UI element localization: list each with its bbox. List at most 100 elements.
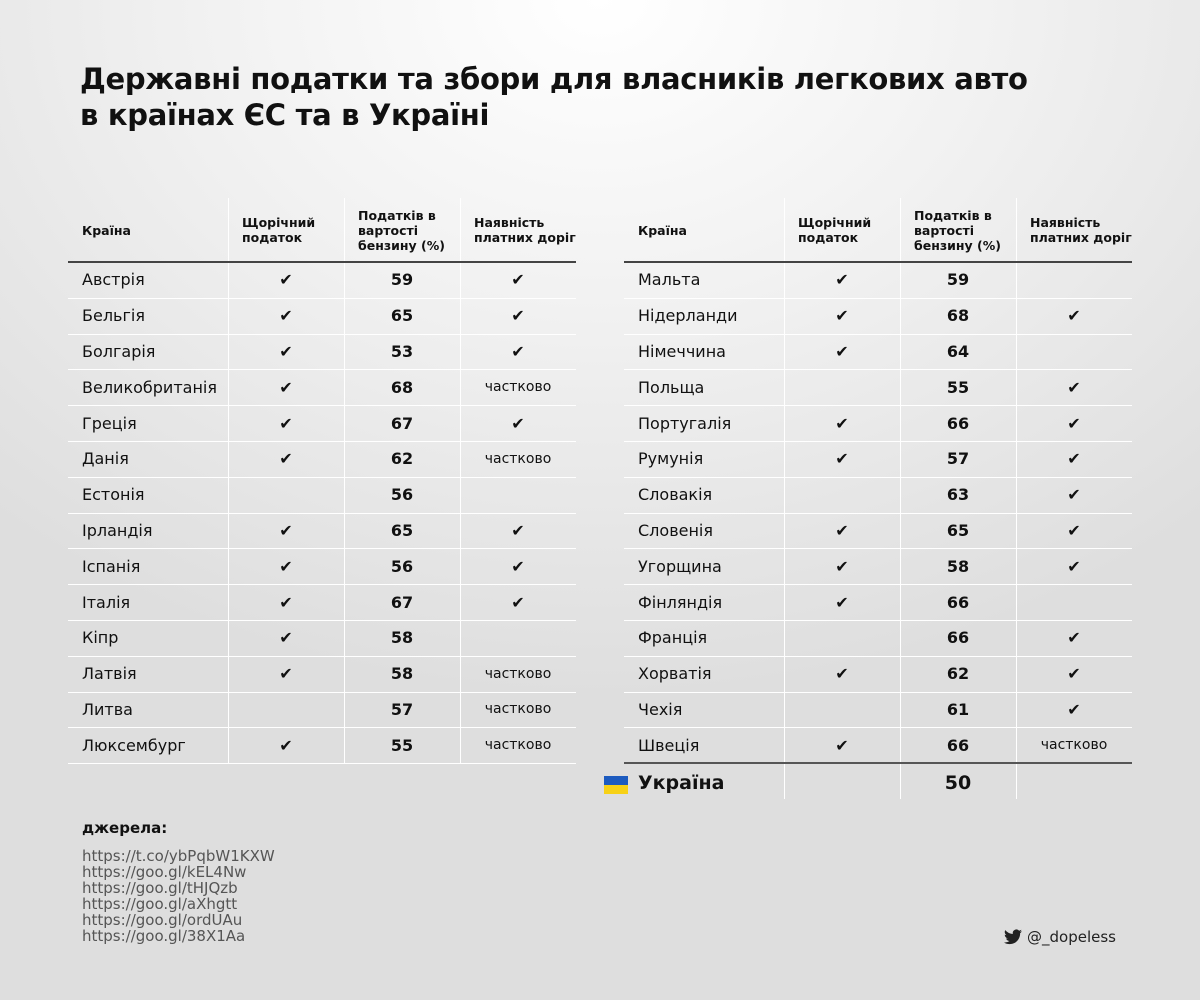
table-cell: 55	[946, 377, 970, 397]
table-cell: ✔	[279, 377, 293, 397]
table-cell: ✔	[1067, 377, 1081, 397]
table-cell: 65	[946, 520, 970, 540]
row-rule	[68, 512, 576, 514]
table-cell: ✔	[1067, 556, 1081, 576]
source-link: https://goo.gl/38X1Aa	[82, 927, 246, 945]
row-rule	[68, 727, 576, 729]
table-cell: ✔	[835, 556, 849, 576]
table-cell: ✔	[511, 592, 525, 612]
table-cell: 65	[390, 306, 414, 326]
source-link: https://goo.gl/kEL4Nw	[82, 863, 247, 881]
table-cell: Швеція	[638, 735, 700, 755]
table-cell: Нідерланди	[638, 306, 738, 326]
row-rule	[624, 548, 1132, 550]
row-rule	[68, 691, 576, 693]
footer-rule	[624, 762, 1132, 765]
table-cell: частково	[484, 737, 552, 754]
table-cell: частково	[484, 450, 552, 467]
ukraine-flag	[604, 776, 628, 794]
row-rule	[624, 405, 1132, 407]
row-rule	[624, 369, 1132, 371]
twitter-icon	[1004, 929, 1022, 945]
table-cell: ✔	[511, 341, 525, 361]
table-cell: ✔	[835, 592, 849, 612]
table-cell: ✔	[511, 306, 525, 326]
table-cell: ✔	[279, 520, 293, 540]
table-cell: ✔	[1067, 413, 1081, 433]
table-cell: ✔	[511, 520, 525, 540]
table-cell: Данія	[82, 449, 129, 469]
table-cell: 53	[390, 341, 414, 361]
table-cell: 67	[390, 413, 414, 433]
table-cell: 59	[390, 270, 414, 290]
row-rule	[68, 369, 576, 371]
column-header: Наявність платних доріг	[474, 215, 576, 245]
table-cell: 63	[946, 485, 970, 505]
column-separator	[900, 198, 901, 799]
table-cell: Німеччина	[638, 341, 726, 361]
table-cell: ✔	[835, 449, 849, 469]
row-rule	[624, 727, 1132, 729]
table-cell: 55	[390, 735, 414, 755]
table-cell: ✔	[1067, 485, 1081, 505]
header-rule	[624, 261, 1132, 263]
source-link: https://goo.gl/aXhgtt	[82, 895, 238, 913]
column-header: Податків в вартості бензину (%)	[358, 207, 445, 253]
table-cell: Греція	[82, 413, 137, 433]
table-cell: ✔	[835, 341, 849, 361]
row-rule	[624, 441, 1132, 442]
table-cell: 58	[390, 664, 414, 684]
row-rule	[624, 620, 1132, 621]
row-rule	[624, 584, 1132, 586]
row-rule	[68, 405, 576, 407]
table-cell: Латвія	[82, 664, 137, 684]
table-cell: ✔	[511, 270, 525, 290]
column-header: Наявність платних доріг	[1030, 215, 1132, 245]
column-separator	[1016, 198, 1017, 799]
table-cell: ✔	[279, 735, 293, 755]
row-rule	[68, 584, 576, 586]
table-cell: Литва	[82, 699, 133, 719]
table-cell: частково	[484, 701, 552, 718]
table-cell: ✔	[1067, 699, 1081, 719]
table-cell: 68	[390, 377, 414, 397]
table-cell: ✔	[1067, 449, 1081, 469]
table-cell: ✔	[279, 270, 293, 290]
table-cell: ✔	[279, 628, 293, 648]
column-header: Країна	[638, 222, 687, 238]
credit: @_dopeless	[1027, 928, 1116, 946]
row-rule	[68, 763, 576, 765]
row-rule	[68, 476, 576, 478]
footer-cell: Україна	[638, 772, 725, 795]
table-cell: частково	[484, 665, 552, 682]
table-cell: 57	[946, 449, 970, 469]
table-cell: Люксембург	[82, 735, 186, 755]
table-cell: 56	[390, 485, 414, 505]
table-cell: Кіпр	[82, 628, 119, 648]
title-line: Державні податки та збори для власників …	[80, 62, 1028, 96]
row-rule	[624, 655, 1132, 657]
table-cell: 58	[946, 556, 970, 576]
table-cell: Австрія	[82, 270, 145, 290]
source-link: https://t.co/ybPqbW1KXW	[82, 847, 275, 865]
table-cell: 64	[946, 341, 970, 361]
table-cell: Франція	[638, 628, 708, 648]
table-cell: 66	[946, 592, 970, 612]
table-cell: ✔	[1067, 664, 1081, 684]
column-header: Країна	[82, 222, 131, 238]
sources-label: джерела:	[82, 819, 168, 837]
title-line: в країнах ЄС та в Україні	[80, 98, 490, 132]
table-cell: ✔	[1067, 628, 1081, 648]
table-cell: Великобританія	[82, 377, 217, 397]
table-cell: Болгарія	[82, 341, 156, 361]
table-cell: Румунія	[638, 449, 704, 469]
table-cell: ✔	[835, 413, 849, 433]
table-cell: 57	[390, 699, 414, 719]
row-rule	[68, 333, 576, 335]
row-rule	[624, 297, 1132, 299]
table-cell: Бельгія	[82, 306, 145, 326]
footer-cell: 50	[944, 772, 972, 795]
table-cell: Словенія	[638, 520, 713, 540]
column-header: Щорічний податок	[798, 215, 872, 245]
